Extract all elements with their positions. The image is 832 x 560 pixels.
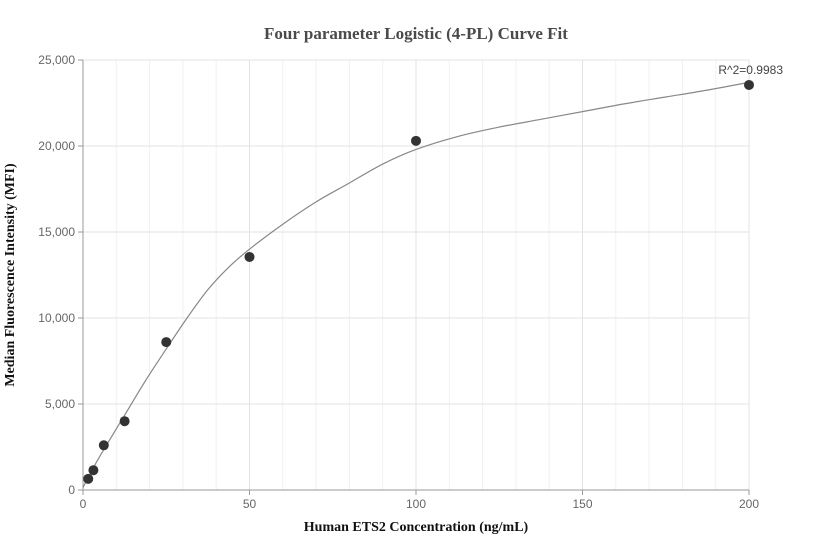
chart-title: Four parameter Logistic (4-PL) Curve Fit <box>264 24 568 43</box>
major-grid <box>83 59 750 490</box>
y-tick-label: 0 <box>68 483 75 497</box>
x-tick-label: 100 <box>406 497 426 511</box>
y-tick-label: 20,000 <box>38 139 75 153</box>
data-point <box>88 465 99 476</box>
y-axis-ticks: 0 5,000 10,000 15,000 20,000 25,000 <box>38 53 83 497</box>
data-points-layer <box>83 79 754 484</box>
data-point <box>411 135 421 146</box>
y-tick-label: 25,000 <box>38 53 75 67</box>
x-axis-label: Human ETS2 Concentration (ng/mL) <box>304 520 529 535</box>
data-point <box>744 79 754 90</box>
fit-curve-layer <box>82 81 750 488</box>
x-tick-label: 200 <box>739 497 759 511</box>
annotation-layer: R^2=0.9983 <box>718 63 783 77</box>
y-tick-label: 15,000 <box>38 225 75 239</box>
fit-curve <box>82 81 750 488</box>
data-point <box>83 473 94 484</box>
x-tick-label: 150 <box>572 497 592 511</box>
x-axis-ticks: 0 50 100 150 200 <box>80 490 759 511</box>
data-point <box>161 337 172 348</box>
r-squared-annotation: R^2=0.9983 <box>718 63 783 77</box>
y-tick-label: 10,000 <box>38 311 75 325</box>
data-point <box>98 440 109 451</box>
x-tick-label: 0 <box>80 497 87 511</box>
y-tick-label: 5,000 <box>45 397 75 411</box>
data-point <box>119 416 130 427</box>
y-axis-label: Median Fluorescence Intensity (MFI) <box>3 163 18 387</box>
minor-grid <box>115 60 717 490</box>
x-tick-label: 50 <box>243 497 257 511</box>
data-point <box>244 251 255 262</box>
